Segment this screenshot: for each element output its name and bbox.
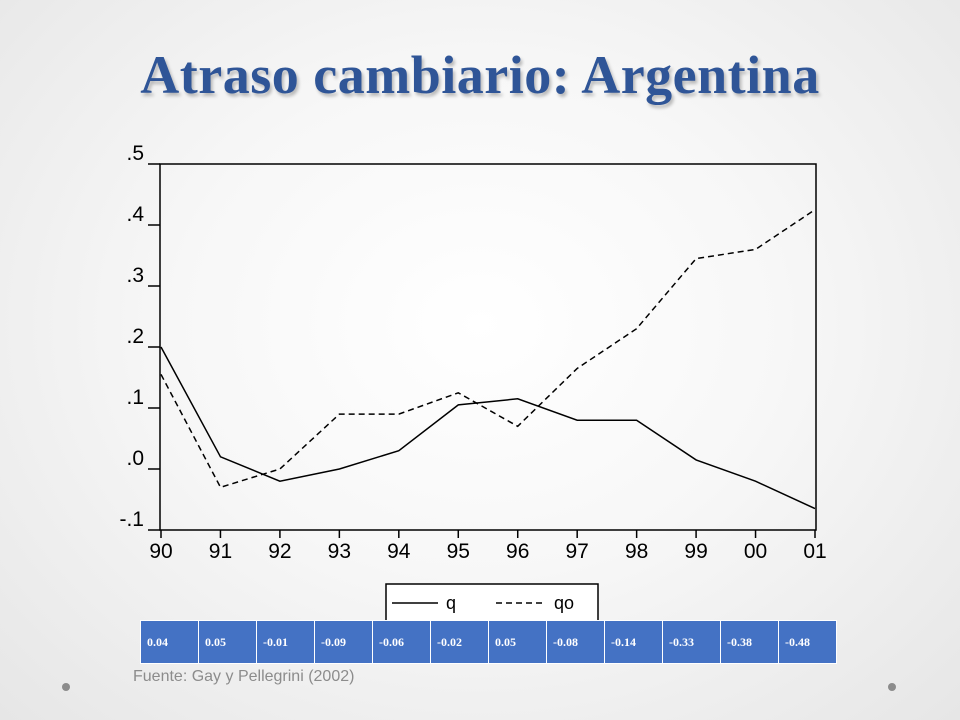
x-tick-label: 92 (268, 540, 291, 563)
table-cell: -0.48 (778, 620, 837, 664)
left-bullet-dot (62, 683, 70, 691)
x-tick-label: 98 (625, 540, 648, 563)
table-cell: -0.38 (720, 620, 779, 664)
x-tick-label: 01 (803, 540, 826, 563)
table-cell: -0.09 (314, 620, 373, 664)
table-cell: 0.05 (488, 620, 547, 664)
x-axis: 90 91 92 93 94 95 96 97 98 99 00 01 (149, 530, 827, 563)
x-tick-label: 94 (387, 540, 411, 563)
plot-frame (159, 163, 817, 531)
slide-title: Atraso cambiario: Argentina (140, 45, 820, 105)
x-tick-label: 96 (506, 540, 529, 563)
table-cell: -0.02 (430, 620, 489, 664)
table-cell: -0.08 (546, 620, 605, 664)
series-line-qo (160, 209, 816, 489)
table-row: 0.04 0.05 -0.01 -0.09 -0.06 -0.02 0.05 -0.08 -0.… (140, 620, 837, 664)
x-tick-label: 95 (447, 540, 470, 563)
source-note: Fuente: Gay y Pellegrini (2002) (133, 668, 355, 685)
table-cell: 0.04 (140, 620, 199, 664)
table-cell: -0.01 (256, 620, 315, 664)
x-tick-label: 93 (328, 540, 351, 563)
y-tick-label: .1 (126, 386, 144, 409)
y-tick-label: .5 (126, 142, 144, 165)
right-bullet-dot (888, 683, 896, 691)
legend-label-q: q (446, 593, 456, 613)
table-cell: 0.05 (198, 620, 257, 664)
y-tick-label: .0 (126, 447, 144, 470)
series-line-q (160, 346, 816, 510)
table-cell: -0.14 (604, 620, 663, 664)
x-tick-label: 91 (209, 540, 232, 563)
table-cell: -0.33 (662, 620, 721, 664)
y-tick-label: .2 (126, 325, 144, 348)
table-cell: -0.06 (372, 620, 431, 664)
y-tick-label: -.1 (119, 508, 144, 531)
values-table: 0.04 0.05 -0.01 -0.09 -0.06 -0.02 0.05 -0.08 -0.… (140, 620, 837, 664)
x-tick-label: 90 (149, 540, 172, 563)
y-axis: .5 .4 .3 .2 .1 .0 -.1 (119, 142, 160, 531)
chart-legend: q qo (385, 583, 599, 623)
x-tick-label: 97 (566, 540, 589, 563)
y-tick-label: .4 (126, 203, 144, 226)
y-tick-label: .3 (126, 264, 144, 287)
x-tick-label: 00 (744, 540, 767, 563)
legend-label-qo: qo (554, 593, 574, 613)
x-tick-label: 99 (684, 540, 707, 563)
series-lines (160, 209, 816, 510)
